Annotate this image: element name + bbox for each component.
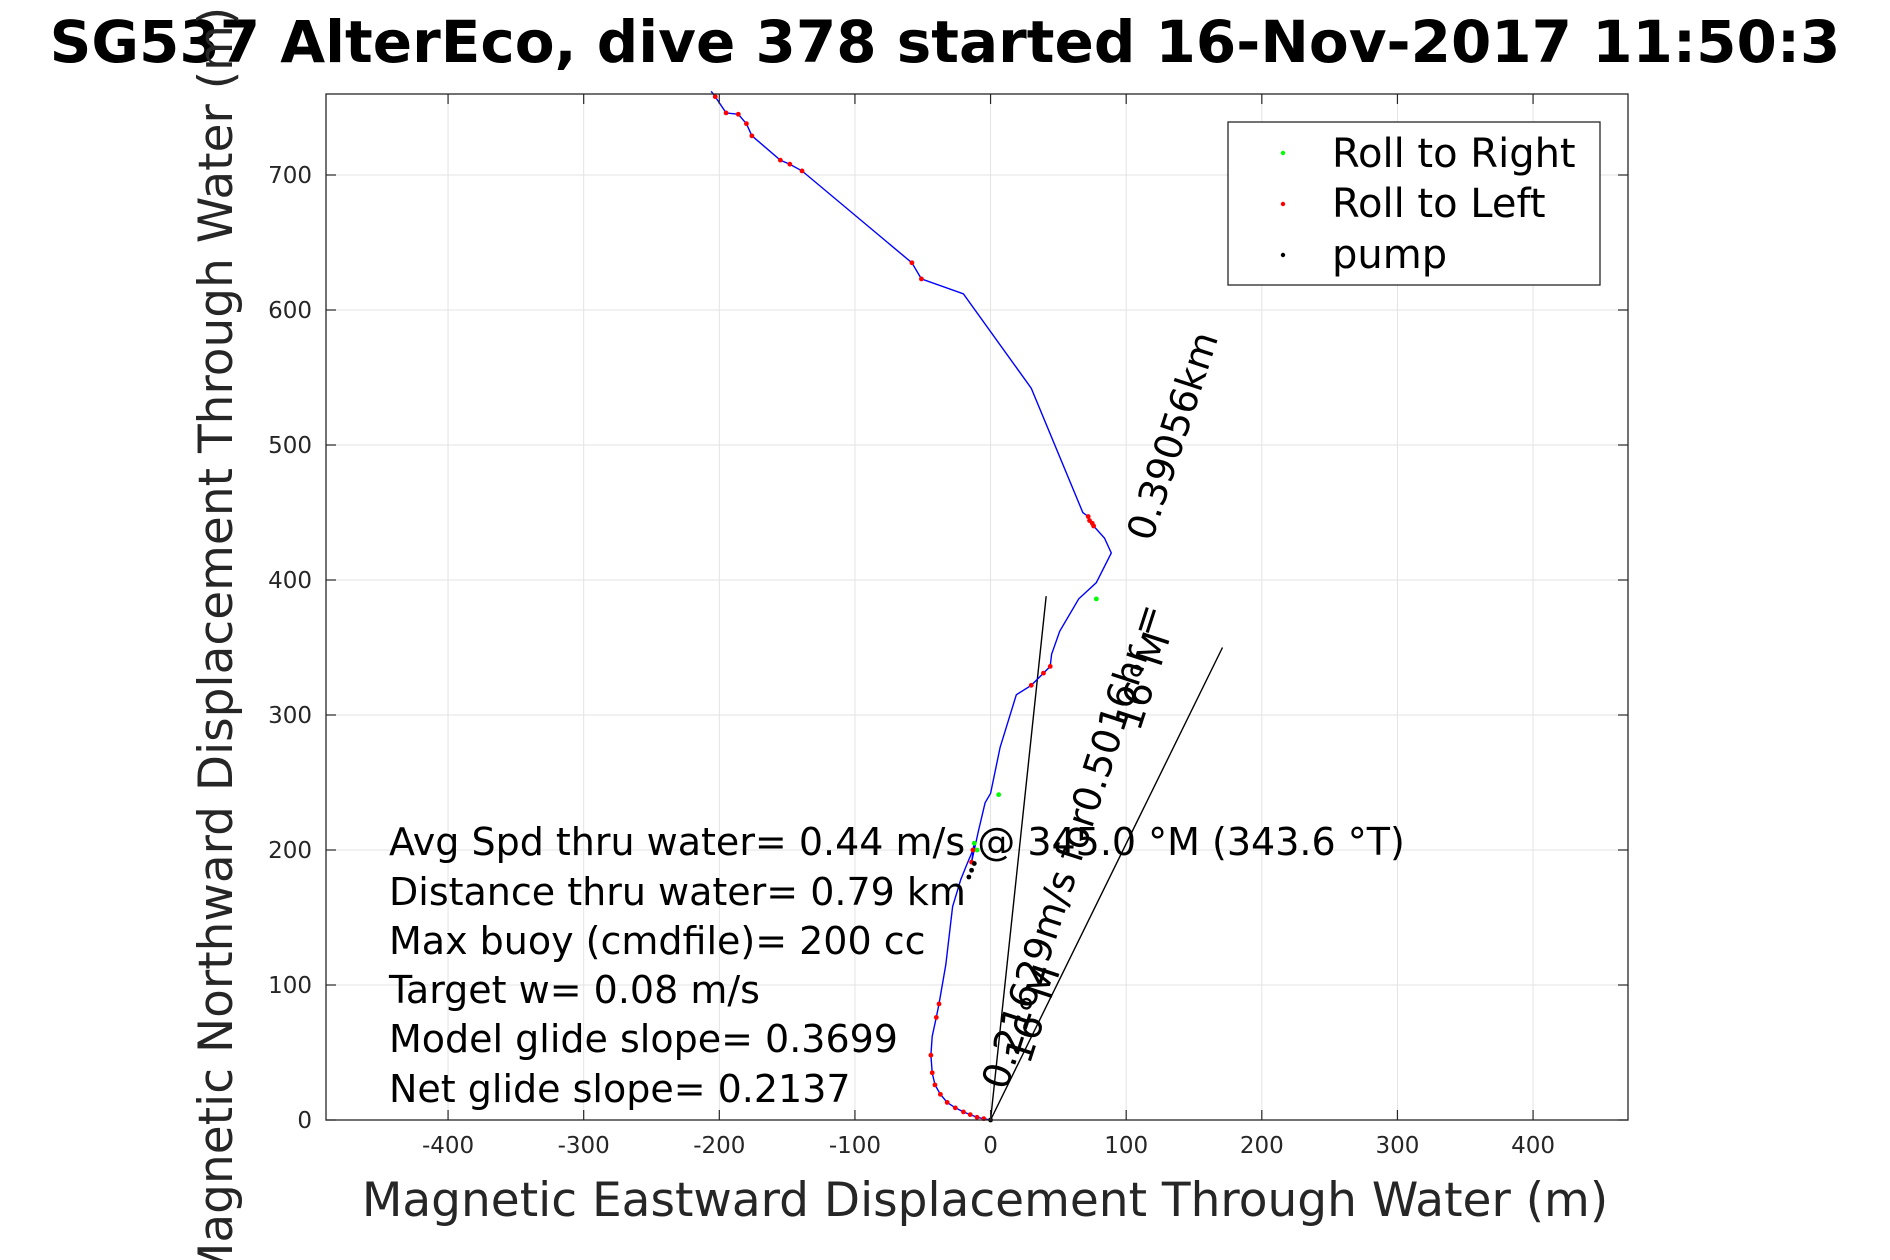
y-tick-label: 600 — [268, 298, 312, 324]
x-axis-label: Magnetic Eastward Displacement Through W… — [362, 1173, 1608, 1228]
x-tick-label: 100 — [1104, 1133, 1148, 1159]
y-tick-label: 200 — [268, 838, 312, 864]
point-roll-to-left — [787, 161, 793, 167]
legend-box — [1227, 121, 1601, 286]
series-layer — [710, 90, 1113, 1123]
point-roll-to-left — [712, 94, 718, 100]
x-tick-label: 200 — [1240, 1133, 1284, 1159]
y-tick-label: 300 — [268, 703, 312, 729]
point-roll-to-left — [937, 1091, 943, 1097]
y-tick-label: 500 — [268, 433, 312, 459]
x-tick-label: 300 — [1375, 1133, 1419, 1159]
point-roll-to-left — [1041, 670, 1046, 676]
ticks: -400 -300 -200 -100 0 100 200 300 400 0 100 200 300 4… — [268, 94, 1628, 1159]
note-distance: Distance thru water= 0.79 km — [389, 870, 966, 914]
x-tick-label: -100 — [829, 1133, 881, 1159]
point-roll-to-right — [1093, 596, 1099, 602]
legend-label-roll-right: Roll to Right — [1332, 131, 1576, 177]
reference-line-1 — [989, 596, 1047, 1121]
note-max-buoy: Max buoy (cmdfile)= 200 cc — [389, 919, 926, 963]
note-net-glide: Net glide slope= 0.2137 — [389, 1067, 851, 1111]
point-roll-to-left — [909, 260, 915, 266]
point-roll-to-right — [996, 792, 1002, 798]
point-roll-to-left — [723, 110, 729, 116]
point-roll-to-left — [777, 157, 783, 163]
x-tick-label: 0 — [983, 1133, 998, 1159]
point-roll-to-left — [1047, 664, 1053, 669]
y-axis-label: Magnetic Northward Displacement Through … — [189, 7, 244, 1260]
note-model-glide: Model glide slope= 0.3699 — [389, 1017, 898, 1061]
chart-title: SG537 AlterEco, dive 378 started 16-Nov-… — [50, 8, 1841, 76]
point-roll-to-left — [936, 1001, 942, 1007]
legend-marker-roll-left — [1280, 201, 1286, 207]
point-roll-to-left — [1085, 514, 1091, 519]
point-roll-to-left — [744, 121, 749, 127]
point-roll-to-right — [971, 840, 977, 846]
y-tick-label: 700 — [268, 163, 312, 189]
y-tick-label: 100 — [268, 973, 312, 999]
reference-line-2 — [989, 647, 1224, 1121]
legend-label-pump: pump — [1332, 232, 1447, 278]
point-roll-to-left — [952, 1105, 958, 1111]
point-pump — [966, 874, 972, 880]
point-roll-to-left — [1087, 518, 1092, 523]
legend-marker-roll-right — [1280, 150, 1286, 156]
y-tick-label: 0 — [297, 1108, 312, 1134]
legend-label-roll-left: Roll to Left — [1332, 181, 1546, 227]
point-roll-to-left — [1028, 682, 1034, 688]
point-roll-to-left — [929, 1070, 935, 1076]
point-roll-to-left — [967, 1112, 973, 1117]
x-tick-label: -400 — [422, 1133, 474, 1159]
point-roll-to-left — [970, 847, 976, 853]
point-roll-to-right — [974, 847, 980, 853]
point-roll-to-left — [928, 1052, 934, 1058]
legend-marker-pump — [1280, 252, 1286, 258]
point-roll-to-left — [932, 1082, 938, 1088]
point-roll-to-left — [974, 1114, 980, 1120]
reference-lines — [989, 596, 1224, 1121]
point-roll-to-left — [961, 1109, 966, 1115]
y-tick-label: 400 — [268, 568, 312, 594]
point-roll-to-left — [944, 1100, 950, 1105]
legend: Roll to Right Roll to Left pump — [1227, 121, 1601, 286]
x-tick-label: -300 — [558, 1133, 610, 1159]
x-tick-label: -200 — [693, 1133, 745, 1159]
point-roll-to-left — [749, 133, 755, 139]
point-pump — [971, 861, 977, 866]
point-roll-to-left — [933, 1015, 939, 1020]
axes-frame — [325, 93, 1629, 1121]
x-tick-label: 400 — [1511, 1133, 1555, 1159]
point-roll-to-left — [799, 168, 805, 174]
point-roll-to-left — [918, 276, 924, 282]
point-roll-to-left — [735, 111, 741, 117]
note-target-w: Target w= 0.08 m/s — [388, 968, 760, 1012]
note-avg-speed: Avg Spd thru water= 0.44 m/s @ 345.0 °M … — [389, 820, 1405, 864]
point-pump — [969, 867, 974, 873]
dive-summary: Avg Spd thru water= 0.44 m/s @ 345.0 °M … — [388, 820, 1405, 1111]
